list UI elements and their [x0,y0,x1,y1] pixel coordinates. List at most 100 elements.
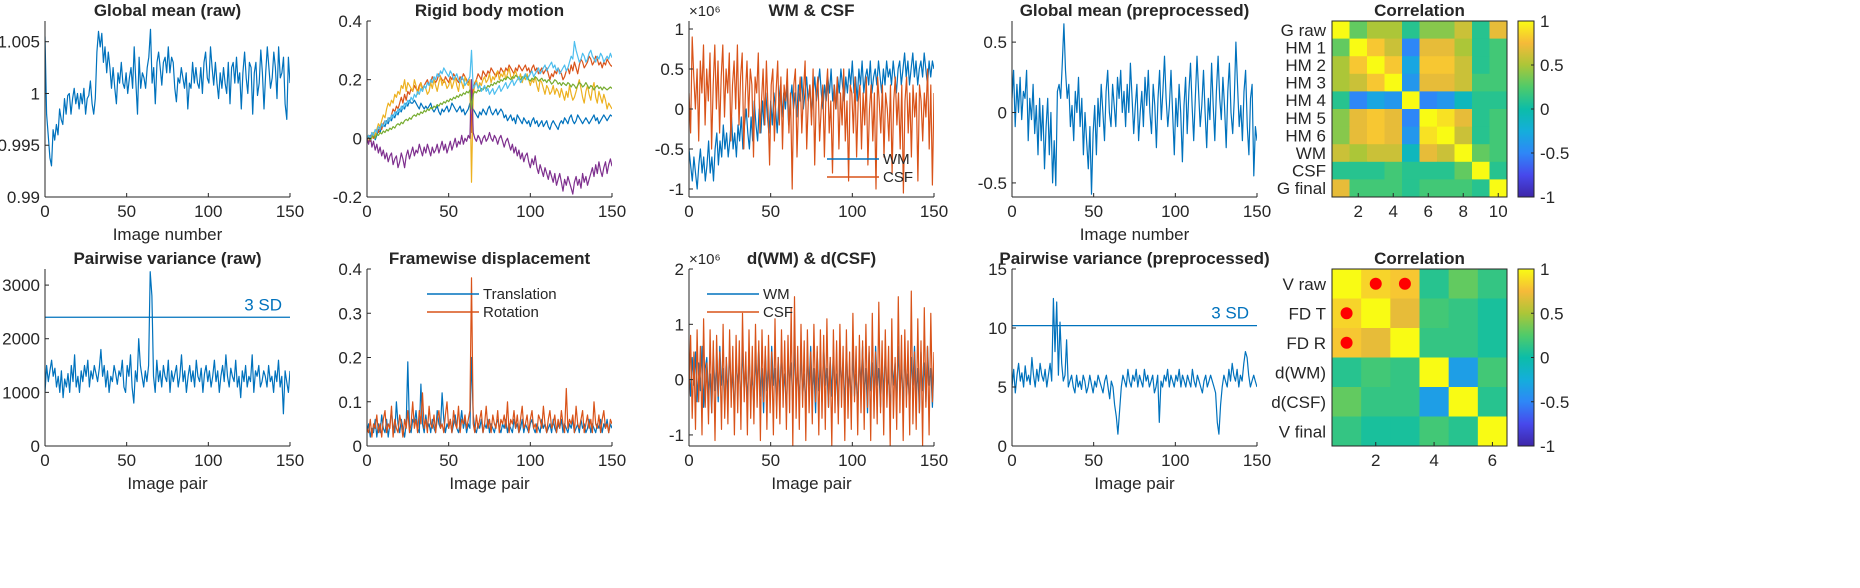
heatmap-cell [1332,269,1362,299]
row-label: d(CSF) [1271,393,1326,412]
heatmap-cell [1419,161,1438,180]
heatmap-cell [1332,357,1362,388]
y-tick-label: -0.2 [333,188,362,207]
heatmap-cell [1448,357,1479,388]
colorbar-tick-label: 1 [1540,12,1549,31]
heatmap-cell [1367,56,1385,75]
heatmap-cell [1367,21,1385,40]
x-tick-label: 150 [1243,202,1271,221]
heatmap-cell [1332,179,1350,198]
heatmap-cell [1332,56,1350,75]
x-tick-label: 50 [117,202,136,221]
heatmap-cell [1477,416,1508,447]
x-tick-label: 100 [516,202,544,221]
x-tick-label: 150 [276,451,304,470]
y-tick-label: 5 [998,378,1007,397]
x-tick-label: 100 [194,451,222,470]
heatmap-cell [1419,298,1450,329]
heatmap-cell [1454,126,1473,145]
x-axis-label: Image number [113,225,223,244]
heatmap-cell [1384,91,1403,110]
heatmap-cell [1419,179,1438,198]
heatmap-cell [1477,357,1508,388]
x-axis-label: Image pair [127,474,208,493]
y-tick-label: 0.4 [338,12,362,31]
heatmap-cell [1332,109,1350,128]
colorbar-tick-label: 0 [1540,100,1549,119]
heatmap-cell [1437,144,1455,163]
row-label: HM 6 [1285,126,1326,145]
series-line-0 [45,271,290,415]
x-tick-label: 50 [761,451,780,470]
heatmap-cell [1472,38,1490,57]
y-tick-label: -0.5 [978,174,1007,193]
heatmap-cell [1472,144,1490,163]
series-line-rotation [367,277,612,438]
series-line-2 [367,67,612,183]
heatmap-cell [1489,144,1508,163]
heatmap-cell [1367,179,1385,198]
series-line-csf [689,36,934,194]
heatmap-cell [1448,269,1479,299]
heatmap-cell [1349,109,1368,128]
heatmap-cell [1448,387,1479,417]
y-tick-label: 0.4 [338,260,362,279]
y-tick-label: 0.5 [660,60,684,79]
heatmap-cell [1384,161,1403,180]
heatmap-cell [1472,179,1490,198]
heatmap-cell [1419,357,1450,388]
row-label: HM 5 [1285,109,1326,128]
row-label: CSF [1292,162,1326,181]
row-label: FD R [1286,334,1326,353]
y-tick-label: 0.3 [338,304,362,323]
heatmap-cell [1361,328,1391,358]
series-line-0 [45,28,290,167]
chart-title: Global mean (raw) [94,1,241,20]
heatmap-cell [1361,357,1391,388]
y-tick-label: 0 [675,100,684,119]
x-tick-label: 100 [194,202,222,221]
y-tick-label: 0.1 [338,393,362,412]
y-tick-label: 2 [675,260,684,279]
x-tick-label: 0 [362,202,371,221]
series-group [45,28,290,167]
heatmap-cell [1454,161,1473,180]
heatmap-cell [1489,161,1508,180]
panel-9: V raw FD T FD R d(WM) d(CSF) V final 2 4 6 Correl… [1271,249,1569,470]
x-tick-label: 150 [920,451,948,470]
x-tick-label: 0 [684,202,693,221]
heatmap-cell [1454,179,1473,198]
heatmap-cell [1384,179,1403,198]
row-label: WM [1296,144,1326,163]
x-tick-label: 50 [117,451,136,470]
heatmap-cell [1332,126,1350,145]
y-tick-label: 0 [675,371,684,390]
series-group [367,40,612,195]
heatmap-cell [1448,298,1479,329]
y-tick-label: 0.99 [7,188,40,207]
heatmap-cell [1454,21,1473,40]
heatmap-cell [1437,179,1455,198]
y-tick-label: 10 [988,319,1007,338]
heatmap-cell [1419,416,1450,447]
heatmap-cell [1390,298,1420,329]
heatmap-cell [1472,56,1490,75]
colorbar-tick-label: 0.5 [1540,56,1564,75]
x-tick-label: 50 [1084,202,1103,221]
heatmap-cell [1489,73,1508,92]
heatmap-cell [1367,126,1385,145]
x-tick-label: 100 [838,451,866,470]
heatmap-cell [1384,38,1403,57]
heatmap-cell [1402,21,1420,40]
chart-title: Correlation [1374,249,1465,268]
heatmap-cell [1349,73,1368,92]
row-label: V raw [1283,275,1327,294]
colorbar-tick-label: -1 [1540,188,1555,207]
heatmap-cell [1367,161,1385,180]
colorbar-tick-label: -1 [1540,437,1555,456]
heatmap-cell [1367,73,1385,92]
legend-label: WM [763,286,790,303]
